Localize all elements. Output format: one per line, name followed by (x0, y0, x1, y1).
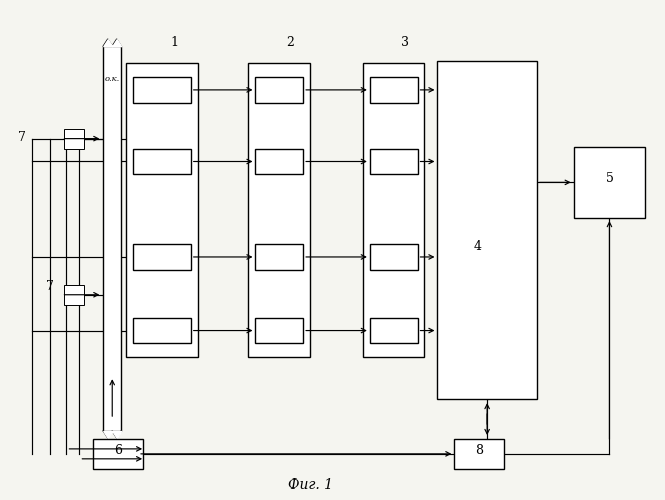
Bar (370, 148, 418, 174)
Text: 2: 2 (287, 36, 294, 49)
Bar (255, 77, 303, 103)
Bar (255, 318, 303, 344)
Bar (133, 77, 191, 103)
Bar (133, 318, 191, 344)
Bar (438, 61, 537, 399)
Text: 6: 6 (114, 444, 122, 457)
Text: о.к.: о.к. (104, 75, 120, 83)
Bar (103, 46, 121, 431)
Text: 1: 1 (171, 36, 179, 49)
Bar (126, 63, 198, 358)
Bar (454, 439, 504, 469)
Text: 8: 8 (475, 444, 483, 457)
Text: 3: 3 (400, 36, 408, 49)
Bar (65, 128, 84, 148)
Text: 4: 4 (473, 240, 481, 253)
Text: 5: 5 (606, 172, 613, 186)
Bar (574, 146, 645, 218)
Bar (133, 244, 191, 270)
Bar (370, 318, 418, 344)
Bar (370, 77, 418, 103)
Bar (255, 244, 303, 270)
Bar (65, 285, 84, 304)
Text: 7: 7 (46, 280, 53, 293)
Text: 7: 7 (18, 130, 26, 143)
Text: Фиг. 1: Фиг. 1 (288, 478, 332, 492)
Bar (93, 439, 143, 469)
Bar (363, 63, 424, 358)
Bar (370, 244, 418, 270)
Bar (255, 148, 303, 174)
Bar (249, 63, 310, 358)
Bar (133, 148, 191, 174)
